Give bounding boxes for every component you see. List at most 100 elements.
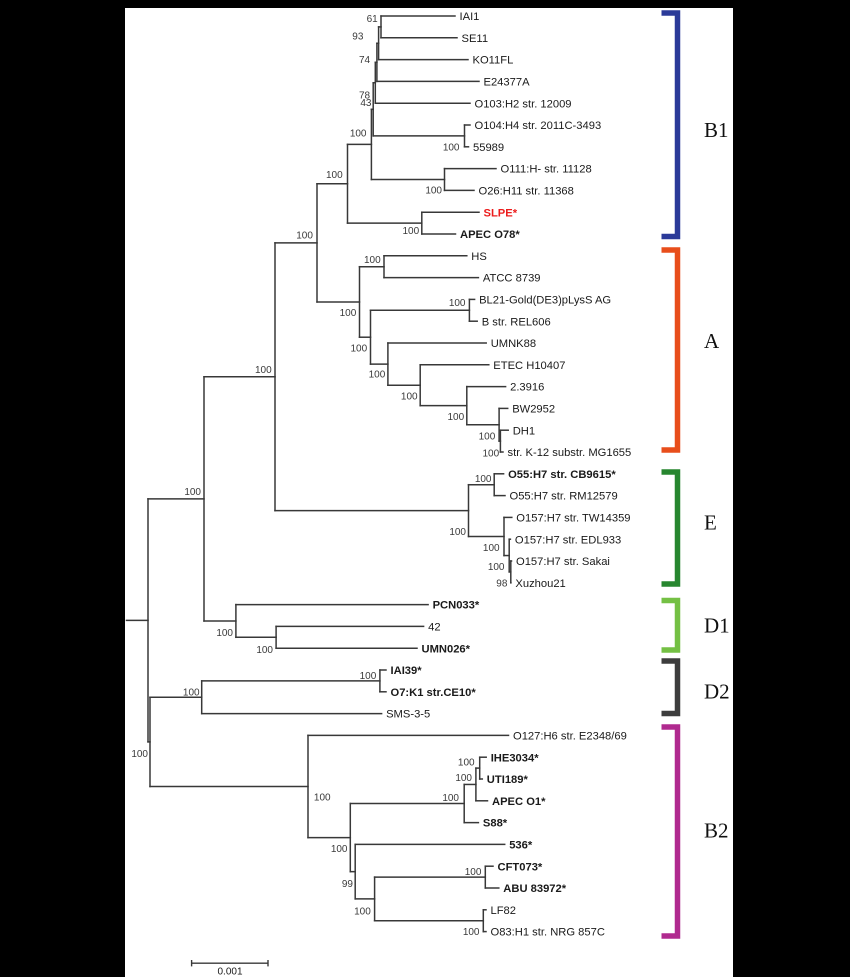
taxon-label-CFT073*: CFT073*	[498, 861, 543, 873]
clade-bracket-B2	[661, 724, 681, 939]
clade-brackets: B1 A E D1 D2 B2	[661, 10, 730, 939]
taxon-label-UMN026*: UMN026*	[422, 643, 471, 655]
support-value: 100	[449, 527, 466, 538]
support-value: 43	[360, 98, 372, 109]
taxon-label-2.3916: 2.3916	[510, 382, 544, 394]
clade-label-A: A	[704, 329, 720, 353]
taxon-label-UTI189*: UTI189*	[487, 774, 529, 786]
support-value: 100	[488, 562, 505, 573]
support-value: 100	[354, 906, 371, 917]
support-value: 100	[442, 793, 459, 804]
support-value: 100	[326, 170, 343, 181]
support-value: 100	[256, 645, 273, 656]
clade-label-E: E	[704, 511, 717, 535]
support-value: 100	[183, 687, 200, 698]
support-value: 100	[216, 628, 233, 639]
taxon-label-O127:H6 str. E2348/69: O127:H6 str. E2348/69	[513, 731, 627, 743]
support-value: 100	[364, 255, 381, 266]
support-value: 100	[401, 391, 418, 402]
clade-label-B2: B2	[704, 819, 729, 843]
support-value: 100	[255, 365, 272, 376]
tree-branches	[125, 15, 513, 933]
taxon-label-O7:K1 str.CE10*: O7:K1 str.CE10*	[391, 687, 477, 699]
taxon-label-IHE3034*: IHE3034*	[491, 752, 540, 764]
support-value: 100	[455, 773, 472, 784]
taxon-label-UMNK88: UMNK88	[491, 338, 536, 350]
support-value: 100	[296, 230, 313, 241]
support-value: 100	[479, 432, 496, 443]
taxon-label-O157:H7 str. TW14359: O157:H7 str. TW14359	[516, 513, 630, 525]
taxon-label-55989: 55989	[473, 142, 504, 154]
support-value: 78	[359, 91, 371, 102]
support-value: 100	[360, 671, 377, 682]
support-value: 100	[369, 369, 386, 380]
taxon-label-HS: HS	[471, 251, 487, 263]
taxon-label-DH1: DH1	[513, 425, 535, 437]
support-value: 74	[359, 55, 371, 66]
taxon-label-APEC O1*: APEC O1*	[492, 796, 546, 808]
support-value: 100	[449, 298, 466, 309]
taxon-label-E24377A: E24377A	[484, 77, 531, 89]
taxon-label-str. K-12 substr. MG1655: str. K-12 substr. MG1655	[508, 447, 632, 459]
taxon-label-ETEC H10407: ETEC H10407	[493, 360, 565, 372]
taxon-label-O55:H7 str. RM12579: O55:H7 str. RM12579	[510, 491, 618, 503]
support-value: 100	[403, 226, 420, 237]
taxon-label-SE11: SE11	[462, 33, 489, 45]
taxon-label-O55:H7 str. CB9615*: O55:H7 str. CB9615*	[508, 469, 616, 481]
taxon-label-IAI1: IAI1	[460, 11, 480, 23]
support-value: 100	[425, 186, 442, 197]
taxon-label-O83:H1 str. NRG 857C: O83:H1 str. NRG 857C	[491, 927, 605, 939]
taxon-label-SMS-3-5: SMS-3-5	[386, 709, 430, 721]
support-value: 100	[331, 844, 348, 855]
support-value: 100	[483, 448, 500, 459]
taxon-label-SLPE*: SLPE*	[484, 207, 518, 219]
taxon-label-KO11FL: KO11FL	[473, 55, 514, 67]
support-value: 100	[475, 474, 492, 485]
taxon-label-O26:H11 str. 11368: O26:H11 str. 11368	[479, 186, 574, 198]
clade-label-B1: B1	[704, 118, 729, 142]
support-value: 100	[184, 487, 201, 498]
support-value: 98	[496, 579, 508, 590]
support-value: 100	[314, 793, 331, 804]
clade-bracket-B1	[661, 10, 681, 240]
taxon-label-42: 42	[428, 622, 440, 634]
support-value: 100	[351, 344, 368, 355]
support-value: 100	[340, 308, 357, 319]
taxon-label-B str. REL606: B str. REL606	[482, 316, 551, 328]
taxon-label-PCN033*: PCN033*	[433, 600, 480, 612]
taxon-label-BW2952: BW2952	[512, 404, 555, 416]
taxon-label-ATCC 8739: ATCC 8739	[483, 273, 541, 285]
support-value: 100	[465, 867, 482, 878]
taxon-label-LF82: LF82	[491, 905, 517, 917]
clade-bracket-D1	[661, 597, 681, 653]
support-value: 99	[342, 879, 354, 890]
clade-bracket-E	[661, 469, 681, 587]
support-value: 100	[463, 927, 480, 938]
support-value: 93	[352, 32, 364, 43]
support-value: 100	[458, 757, 475, 768]
support-value: 100	[131, 749, 148, 760]
taxon-label-S88*: S88*	[483, 818, 508, 830]
scale-bar: 0.001	[190, 960, 269, 977]
support-value: 100	[483, 543, 500, 554]
taxon-label-BL21-Gold(DE3)pLysS AG: BL21-Gold(DE3)pLysS AG	[479, 295, 611, 307]
taxon-label-O104:H4 str. 2011C-3493: O104:H4 str. 2011C-3493	[475, 120, 602, 132]
taxon-label-IAI39*: IAI39*	[391, 665, 423, 677]
taxon-label-O157:H7 str. Sakai: O157:H7 str. Sakai	[516, 556, 610, 568]
support-value: 100	[350, 129, 367, 140]
clade-label-D2: D2	[704, 680, 730, 704]
support-value: 61	[367, 14, 379, 25]
clade-bracket-D2	[661, 658, 681, 717]
taxon-label-O111:H- str. 11128: O111:H- str. 11128	[501, 164, 592, 176]
taxon-label-O103:H2 str. 12009: O103:H2 str. 12009	[475, 98, 572, 110]
taxon-label-O157:H7 str. EDL933: O157:H7 str. EDL933	[515, 534, 621, 546]
white-figure-panel	[125, 8, 733, 977]
support-value: 100	[443, 142, 460, 153]
taxon-label-Xuzhou21: Xuzhou21	[515, 578, 565, 590]
clade-label-D1: D1	[704, 614, 730, 638]
clade-bracket-A	[661, 247, 681, 453]
taxon-labels: IAI1 SE11 KO11FL E24377A O103:H2 str. 12009 O…	[386, 11, 631, 939]
